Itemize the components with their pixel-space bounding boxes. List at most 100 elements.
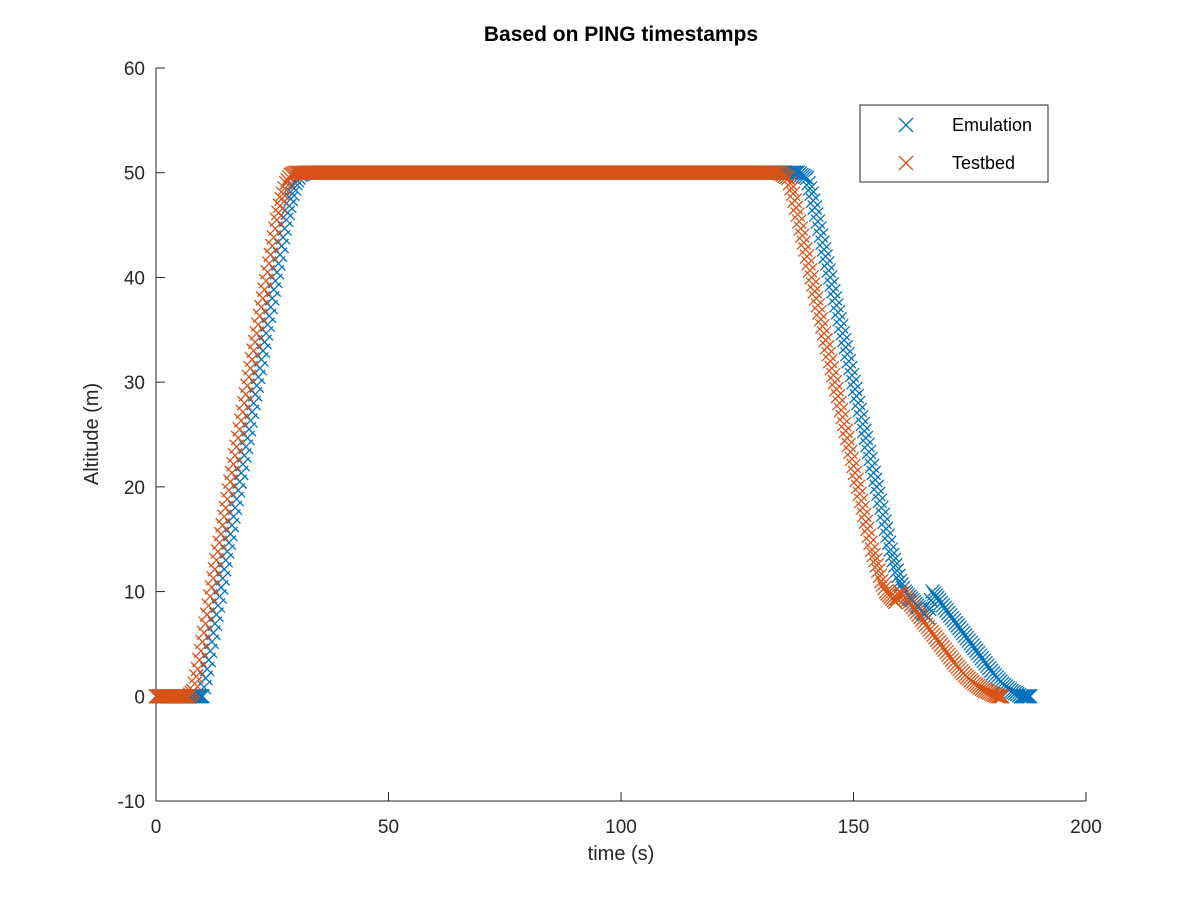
marker-stroke <box>195 634 210 650</box>
data-point <box>215 517 231 533</box>
marker-stroke <box>813 228 829 244</box>
y-tick-label: 50 <box>124 164 145 185</box>
data-point <box>191 688 207 704</box>
marker-stroke <box>252 308 268 324</box>
marker-stroke <box>844 367 860 383</box>
marker-stroke <box>847 381 863 397</box>
marker-stroke <box>839 430 855 446</box>
axes: 0 50 100 150 200 -10 0 10 20 30 40 50 60 <box>118 59 1102 838</box>
marker-stroke <box>275 186 291 202</box>
marker-stroke <box>264 238 280 254</box>
data-point <box>176 688 192 704</box>
marker-stroke <box>872 493 888 509</box>
marker-stroke <box>846 374 861 390</box>
y-tick-label: 30 <box>124 373 145 394</box>
marker-stroke <box>208 552 224 568</box>
marker-stroke <box>853 409 869 425</box>
marker-stroke <box>785 186 801 202</box>
marker-stroke <box>858 430 874 446</box>
data-point <box>232 421 248 437</box>
marker-stroke <box>889 563 905 579</box>
marker-stroke <box>808 290 824 306</box>
data-point <box>784 180 799 196</box>
data-point <box>890 568 906 584</box>
marker-stroke <box>261 256 277 271</box>
data-point <box>204 579 220 595</box>
marker-stroke <box>1018 688 1034 704</box>
data-point <box>1022 688 1038 704</box>
marker-stroke <box>215 517 231 533</box>
data-point <box>196 625 212 641</box>
marker-stroke <box>991 688 1007 704</box>
data-point <box>213 526 229 542</box>
marker-stroke <box>766 165 781 181</box>
marker-stroke <box>849 388 865 404</box>
marker-stroke <box>861 528 877 544</box>
marker-stroke <box>239 378 255 394</box>
marker-stroke <box>821 346 837 362</box>
data-point <box>1018 688 1034 704</box>
x-tick-label: 150 <box>838 817 870 838</box>
data-point <box>193 643 209 659</box>
marker-stroke <box>198 670 214 686</box>
data-point <box>1021 688 1037 704</box>
data-point <box>222 474 238 490</box>
marker-stroke <box>825 283 841 299</box>
marker-stroke <box>780 170 796 186</box>
marker-stroke <box>887 557 903 573</box>
data-point <box>202 588 218 604</box>
marker-stroke <box>898 155 914 171</box>
data-point <box>872 568 888 584</box>
marker-stroke <box>835 325 851 341</box>
marker-stroke <box>818 249 834 264</box>
marker-stroke <box>804 186 820 202</box>
marker-stroke <box>841 353 857 369</box>
marker-stroke <box>257 282 272 298</box>
y-tick-label: -10 <box>118 792 145 813</box>
marker-stroke <box>852 486 868 502</box>
marker-stroke <box>233 413 249 428</box>
marker-stroke <box>869 557 885 573</box>
legend-marker <box>898 155 914 171</box>
data-point <box>782 175 798 191</box>
marker-stroke <box>867 552 883 568</box>
data-point <box>277 180 293 196</box>
marker-stroke <box>807 283 823 299</box>
data-point <box>1016 688 1032 704</box>
legend: Emulation Testbed <box>859 104 1049 183</box>
marker-stroke <box>191 688 207 704</box>
marker-stroke <box>859 521 875 537</box>
data-point <box>230 430 246 446</box>
marker-stroke <box>847 465 863 481</box>
marker-stroke <box>213 526 229 542</box>
marker-stroke <box>201 598 217 613</box>
marker-stroke <box>863 451 879 467</box>
marker-stroke <box>839 346 855 362</box>
marker-stroke <box>801 175 817 191</box>
marker-stroke <box>1014 688 1030 704</box>
data-point <box>267 221 283 237</box>
data-point <box>243 360 259 376</box>
marker-stroke <box>981 685 997 700</box>
marker-stroke <box>277 180 293 196</box>
marker-stroke <box>204 579 220 595</box>
marker-stroke <box>830 304 846 320</box>
data-point <box>210 543 226 559</box>
marker-stroke <box>842 444 858 460</box>
marker-stroke <box>250 317 266 333</box>
marker-stroke <box>979 684 995 700</box>
marker-stroke <box>884 547 900 563</box>
legend-label: Testbed <box>952 153 1015 173</box>
marker-stroke <box>196 625 212 641</box>
marker-stroke <box>173 688 189 704</box>
marker-stroke <box>263 247 279 263</box>
marker-stroke <box>199 607 215 623</box>
marker-stroke <box>819 339 835 355</box>
marker-stroke <box>218 500 234 516</box>
data-point <box>801 175 817 191</box>
data-point <box>252 308 268 324</box>
data-point <box>870 563 886 579</box>
marker-stroke <box>230 430 246 446</box>
marker-stroke <box>830 388 846 404</box>
data-point <box>883 542 899 558</box>
